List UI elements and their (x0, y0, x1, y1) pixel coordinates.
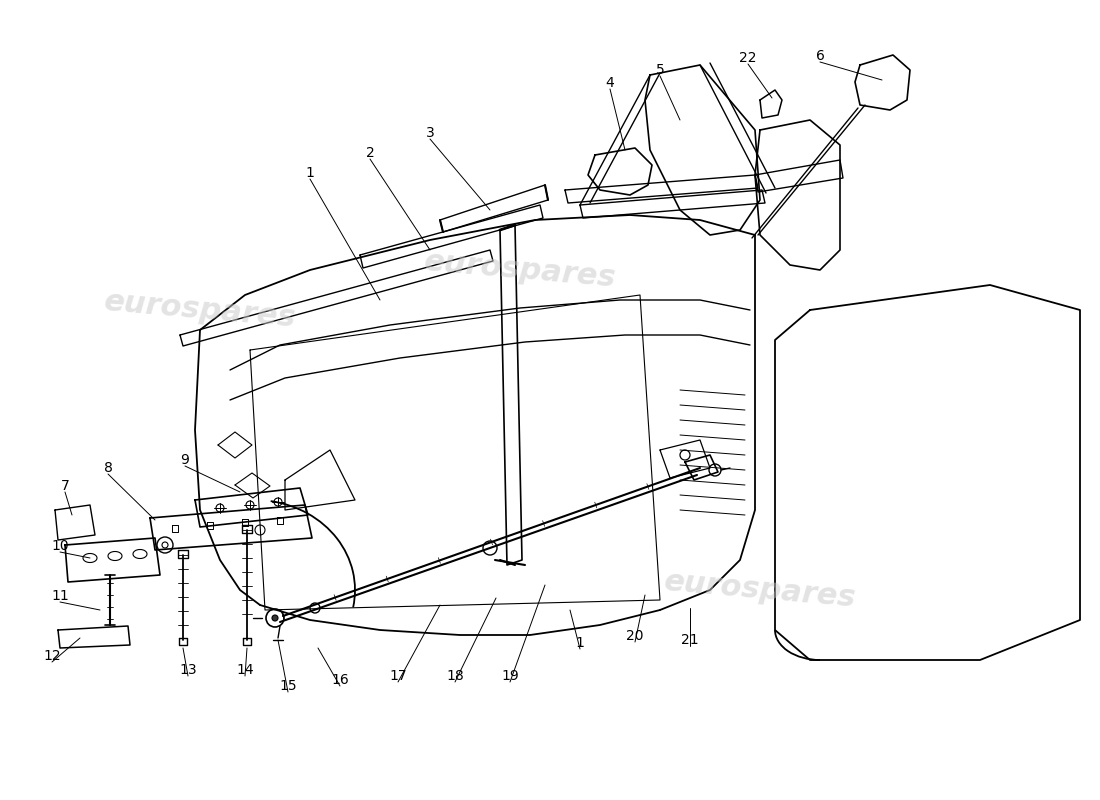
Circle shape (157, 537, 173, 553)
Text: 1: 1 (575, 636, 584, 650)
Text: 12: 12 (43, 649, 60, 663)
Text: 17: 17 (389, 669, 407, 683)
Text: 20: 20 (626, 629, 644, 643)
Text: 4: 4 (606, 76, 615, 90)
Text: 11: 11 (51, 589, 69, 603)
Text: 22: 22 (739, 51, 757, 65)
Text: eurospares: eurospares (662, 567, 857, 613)
Circle shape (272, 615, 278, 621)
Text: 10: 10 (52, 539, 69, 553)
Text: 6: 6 (815, 49, 824, 63)
Text: 18: 18 (447, 669, 464, 683)
Text: 19: 19 (502, 669, 519, 683)
Text: eurospares: eurospares (422, 247, 617, 293)
Text: 9: 9 (180, 453, 189, 467)
Text: 14: 14 (236, 663, 254, 677)
Text: 15: 15 (279, 679, 297, 693)
Text: 21: 21 (681, 633, 698, 647)
Text: 1: 1 (306, 166, 315, 180)
Text: 3: 3 (426, 126, 434, 140)
Text: eurospares: eurospares (102, 287, 297, 333)
Text: 7: 7 (60, 479, 69, 493)
Text: 8: 8 (103, 461, 112, 475)
Text: 16: 16 (331, 673, 349, 687)
Text: 13: 13 (179, 663, 197, 677)
Text: 2: 2 (365, 146, 374, 160)
Text: 5: 5 (656, 63, 664, 77)
Circle shape (162, 542, 168, 548)
